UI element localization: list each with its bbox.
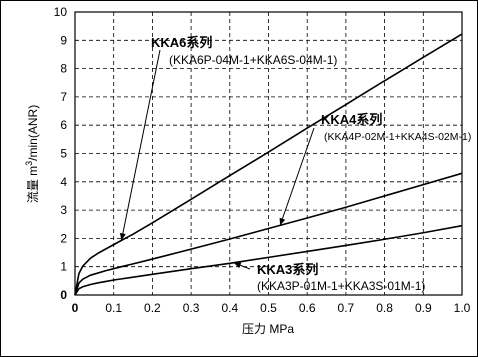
- x-tick-label: 0.4: [221, 301, 238, 315]
- y-tick-label: 8: [60, 62, 67, 76]
- y-tick-label: 6: [60, 118, 67, 132]
- x-tick-label: 1.0: [454, 301, 471, 315]
- y-tick-label: 5: [60, 147, 67, 161]
- annotation-title-kka4: KKA4系列: [321, 112, 382, 127]
- annotation-model-kka4: (KKA4P-02M-1+KKA4S-02M-1): [324, 131, 471, 143]
- y-tick-label: 10: [54, 5, 68, 19]
- y-tick-label: 4: [60, 175, 67, 189]
- x-tick-label: 0.9: [415, 301, 432, 315]
- annotation-kka3: KKA3系列 (KKA3P-01M-1+KKA3S-01M-1): [233, 262, 425, 293]
- x-tick-label: 0.6: [299, 301, 316, 315]
- y-tick-label: 0: [60, 288, 67, 302]
- plot-border: [74, 11, 463, 296]
- x-tick-label: 0.5: [260, 301, 277, 315]
- annotation-title-kka6: KKA6系列: [151, 35, 212, 50]
- x-axis-label: 压力 MPa: [242, 322, 294, 336]
- y-tick-label: 2: [60, 231, 67, 245]
- x-tick-label: 0.3: [183, 301, 200, 315]
- annotation-kka4: KKA4系列 (KKA4P-02M-1+KKA4S-02M-1): [279, 112, 471, 226]
- leader-line-kka4: [279, 127, 315, 226]
- arrowhead-kka4: [279, 217, 286, 226]
- arrowhead-kka3: [233, 262, 242, 269]
- series-line-kka6: [74, 33, 463, 296]
- y-tick-label: 7: [60, 90, 67, 104]
- y-tick-label: 1: [60, 260, 67, 274]
- annotations: KKA6系列 (KKA6P-04M-1+KKA6S-04M-1) KKA4系列 (KK…: [119, 35, 471, 293]
- annotation-title-kka3: KKA3系列: [257, 262, 318, 277]
- x-tick-label: 0.1: [105, 301, 122, 315]
- y-axis-label: 流量 m3/min(ANR): [24, 105, 40, 203]
- series-line-kka4: [74, 172, 463, 296]
- x-tick-label: 0.8: [376, 301, 393, 315]
- series-layer: [74, 33, 463, 296]
- y-axis-label-suffix: /min(ANR): [26, 105, 40, 161]
- leader-line-kka6: [120, 49, 161, 241]
- x-tick-label: 0.7: [338, 301, 355, 315]
- y-tick-label: 3: [60, 203, 67, 217]
- y-tick-label: 9: [60, 33, 67, 47]
- y-axis-label-prefix: 流量 m: [26, 166, 40, 203]
- annotation-model-kka3: (KKA3P-01M-1+KKA3S-01M-1): [257, 279, 425, 293]
- arrowhead-kka6: [119, 232, 126, 241]
- series-line-kka3: [74, 224, 463, 296]
- y-axis-label-sup: 3: [24, 161, 34, 166]
- x-tick-label: 0: [72, 301, 79, 315]
- annotation-kka6: KKA6系列 (KKA6P-04M-1+KKA6S-04M-1): [119, 35, 337, 241]
- x-tick-label: 0.2: [144, 301, 161, 315]
- annotation-model-kka6: (KKA6P-04M-1+KKA6S-04M-1): [169, 53, 337, 67]
- tick-labels: 0 0.1 0.2 0.3 0.4 0.5 0.6 0.7 0.8 0.9 1.0 0 1 2 3 4 5 6 7 8…: [54, 5, 471, 315]
- axes: [74, 11, 463, 296]
